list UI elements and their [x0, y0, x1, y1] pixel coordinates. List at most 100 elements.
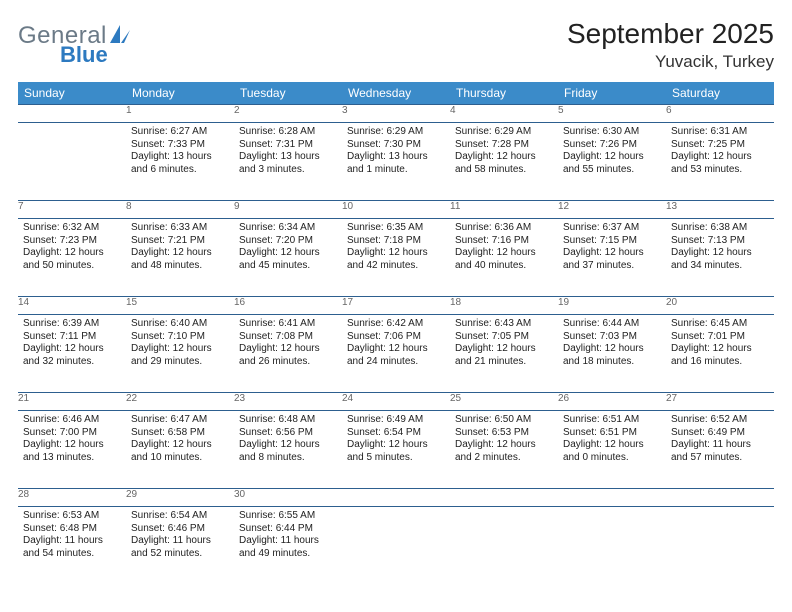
sunrise-line: Sunrise: 6:45 AM [671, 318, 769, 331]
daylight-line: Daylight: 13 hours and 6 minutes. [131, 151, 229, 176]
day-cell: Sunrise: 6:54 AMSunset: 6:46 PMDaylight:… [126, 507, 234, 585]
day-details: Sunrise: 6:31 AMSunset: 7:25 PMDaylight:… [666, 123, 774, 180]
day-number-cell: 21 [18, 393, 126, 411]
day-number-cell: 23 [234, 393, 342, 411]
sunrise-line: Sunrise: 6:27 AM [131, 126, 229, 139]
header: General Blue September 2025 Yuvacik, Tur… [18, 18, 774, 72]
day-number-cell: 30 [234, 489, 342, 507]
day-cell: Sunrise: 6:42 AMSunset: 7:06 PMDaylight:… [342, 315, 450, 393]
day-details: Sunrise: 6:45 AMSunset: 7:01 PMDaylight:… [666, 315, 774, 372]
sunrise-line: Sunrise: 6:46 AM [23, 414, 121, 427]
day-cell: Sunrise: 6:41 AMSunset: 7:08 PMDaylight:… [234, 315, 342, 393]
day-number-cell: 1 [126, 105, 234, 123]
daylight-line: Daylight: 12 hours and 45 minutes. [239, 247, 337, 272]
day-details: Sunrise: 6:53 AMSunset: 6:48 PMDaylight:… [18, 507, 126, 564]
daylight-line: Daylight: 13 hours and 1 minute. [347, 151, 445, 176]
day-details: Sunrise: 6:54 AMSunset: 6:46 PMDaylight:… [126, 507, 234, 564]
day-number-cell: 7 [18, 201, 126, 219]
location: Yuvacik, Turkey [567, 52, 774, 72]
day-cell: Sunrise: 6:29 AMSunset: 7:28 PMDaylight:… [450, 123, 558, 201]
day-details: Sunrise: 6:32 AMSunset: 7:23 PMDaylight:… [18, 219, 126, 276]
day-number-cell [18, 105, 126, 123]
day-number-cell: 25 [450, 393, 558, 411]
sunrise-line: Sunrise: 6:36 AM [455, 222, 553, 235]
sunrise-line: Sunrise: 6:39 AM [23, 318, 121, 331]
sunrise-line: Sunrise: 6:41 AM [239, 318, 337, 331]
day-details: Sunrise: 6:52 AMSunset: 6:49 PMDaylight:… [666, 411, 774, 468]
day-cell: Sunrise: 6:33 AMSunset: 7:21 PMDaylight:… [126, 219, 234, 297]
day-cell: Sunrise: 6:31 AMSunset: 7:25 PMDaylight:… [666, 123, 774, 201]
sunset-line: Sunset: 7:33 PM [131, 139, 229, 152]
day-details: Sunrise: 6:33 AMSunset: 7:21 PMDaylight:… [126, 219, 234, 276]
day-details: Sunrise: 6:37 AMSunset: 7:15 PMDaylight:… [558, 219, 666, 276]
sunset-line: Sunset: 6:56 PM [239, 427, 337, 440]
day-cell: Sunrise: 6:44 AMSunset: 7:03 PMDaylight:… [558, 315, 666, 393]
sunset-line: Sunset: 7:06 PM [347, 331, 445, 344]
day-header: Friday [558, 82, 666, 105]
day-number-cell [342, 489, 450, 507]
day-number-cell: 27 [666, 393, 774, 411]
day-details: Sunrise: 6:48 AMSunset: 6:56 PMDaylight:… [234, 411, 342, 468]
sunset-line: Sunset: 7:28 PM [455, 139, 553, 152]
sunset-line: Sunset: 7:15 PM [563, 235, 661, 248]
day-cell: Sunrise: 6:53 AMSunset: 6:48 PMDaylight:… [18, 507, 126, 585]
sunset-line: Sunset: 7:16 PM [455, 235, 553, 248]
day-cell [18, 123, 126, 201]
sunset-line: Sunset: 7:26 PM [563, 139, 661, 152]
day-number-cell: 29 [126, 489, 234, 507]
day-number-cell: 28 [18, 489, 126, 507]
sunrise-line: Sunrise: 6:55 AM [239, 510, 337, 523]
day-cell: Sunrise: 6:27 AMSunset: 7:33 PMDaylight:… [126, 123, 234, 201]
sunset-line: Sunset: 6:54 PM [347, 427, 445, 440]
day-number-cell: 22 [126, 393, 234, 411]
sunset-line: Sunset: 7:11 PM [23, 331, 121, 344]
day-cell: Sunrise: 6:51 AMSunset: 6:51 PMDaylight:… [558, 411, 666, 489]
day-cell: Sunrise: 6:40 AMSunset: 7:10 PMDaylight:… [126, 315, 234, 393]
daylight-line: Daylight: 12 hours and 0 minutes. [563, 439, 661, 464]
day-number-cell: 9 [234, 201, 342, 219]
sunset-line: Sunset: 6:46 PM [131, 523, 229, 536]
day-cell: Sunrise: 6:36 AMSunset: 7:16 PMDaylight:… [450, 219, 558, 297]
daylight-line: Daylight: 12 hours and 24 minutes. [347, 343, 445, 368]
sunset-line: Sunset: 7:21 PM [131, 235, 229, 248]
daylight-line: Daylight: 12 hours and 32 minutes. [23, 343, 121, 368]
day-header: Wednesday [342, 82, 450, 105]
sunrise-line: Sunrise: 6:47 AM [131, 414, 229, 427]
sunset-line: Sunset: 7:10 PM [131, 331, 229, 344]
daylight-line: Daylight: 12 hours and 58 minutes. [455, 151, 553, 176]
day-cell: Sunrise: 6:48 AMSunset: 6:56 PMDaylight:… [234, 411, 342, 489]
day-details: Sunrise: 6:44 AMSunset: 7:03 PMDaylight:… [558, 315, 666, 372]
day-details: Sunrise: 6:27 AMSunset: 7:33 PMDaylight:… [126, 123, 234, 180]
day-number-cell: 8 [126, 201, 234, 219]
day-cell: Sunrise: 6:32 AMSunset: 7:23 PMDaylight:… [18, 219, 126, 297]
sunset-line: Sunset: 7:25 PM [671, 139, 769, 152]
day-header-row: SundayMondayTuesdayWednesdayThursdayFrid… [18, 82, 774, 105]
day-details: Sunrise: 6:35 AMSunset: 7:18 PMDaylight:… [342, 219, 450, 276]
sunrise-line: Sunrise: 6:37 AM [563, 222, 661, 235]
sunset-line: Sunset: 7:08 PM [239, 331, 337, 344]
sunrise-line: Sunrise: 6:29 AM [455, 126, 553, 139]
day-number-cell: 6 [666, 105, 774, 123]
day-header: Monday [126, 82, 234, 105]
day-cell: Sunrise: 6:43 AMSunset: 7:05 PMDaylight:… [450, 315, 558, 393]
daylight-line: Daylight: 12 hours and 40 minutes. [455, 247, 553, 272]
day-number-cell: 13 [666, 201, 774, 219]
daylight-line: Daylight: 11 hours and 52 minutes. [131, 535, 229, 560]
sunrise-line: Sunrise: 6:53 AM [23, 510, 121, 523]
sunrise-line: Sunrise: 6:40 AM [131, 318, 229, 331]
day-header: Sunday [18, 82, 126, 105]
sunrise-line: Sunrise: 6:50 AM [455, 414, 553, 427]
day-details: Sunrise: 6:49 AMSunset: 6:54 PMDaylight:… [342, 411, 450, 468]
day-number-cell: 4 [450, 105, 558, 123]
day-details: Sunrise: 6:29 AMSunset: 7:30 PMDaylight:… [342, 123, 450, 180]
daylight-line: Daylight: 12 hours and 34 minutes. [671, 247, 769, 272]
calendar-table: SundayMondayTuesdayWednesdayThursdayFrid… [18, 82, 774, 585]
sunrise-line: Sunrise: 6:30 AM [563, 126, 661, 139]
day-details: Sunrise: 6:47 AMSunset: 6:58 PMDaylight:… [126, 411, 234, 468]
day-number-cell: 14 [18, 297, 126, 315]
sunset-line: Sunset: 7:31 PM [239, 139, 337, 152]
daylight-line: Daylight: 12 hours and 2 minutes. [455, 439, 553, 464]
sunrise-line: Sunrise: 6:28 AM [239, 126, 337, 139]
day-details: Sunrise: 6:55 AMSunset: 6:44 PMDaylight:… [234, 507, 342, 564]
day-details: Sunrise: 6:34 AMSunset: 7:20 PMDaylight:… [234, 219, 342, 276]
